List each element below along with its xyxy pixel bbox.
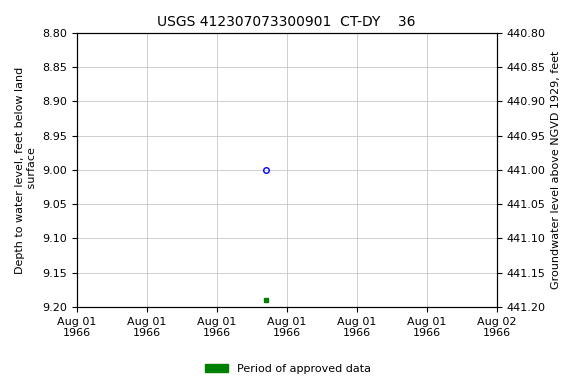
Legend: Period of approved data: Period of approved data: [201, 359, 375, 379]
Y-axis label: Depth to water level, feet below land
 surface: Depth to water level, feet below land su…: [15, 66, 37, 273]
Y-axis label: Groundwater level above NGVD 1929, feet: Groundwater level above NGVD 1929, feet: [551, 51, 561, 289]
Title: USGS 412307073300901  CT-DY    36: USGS 412307073300901 CT-DY 36: [157, 15, 416, 29]
